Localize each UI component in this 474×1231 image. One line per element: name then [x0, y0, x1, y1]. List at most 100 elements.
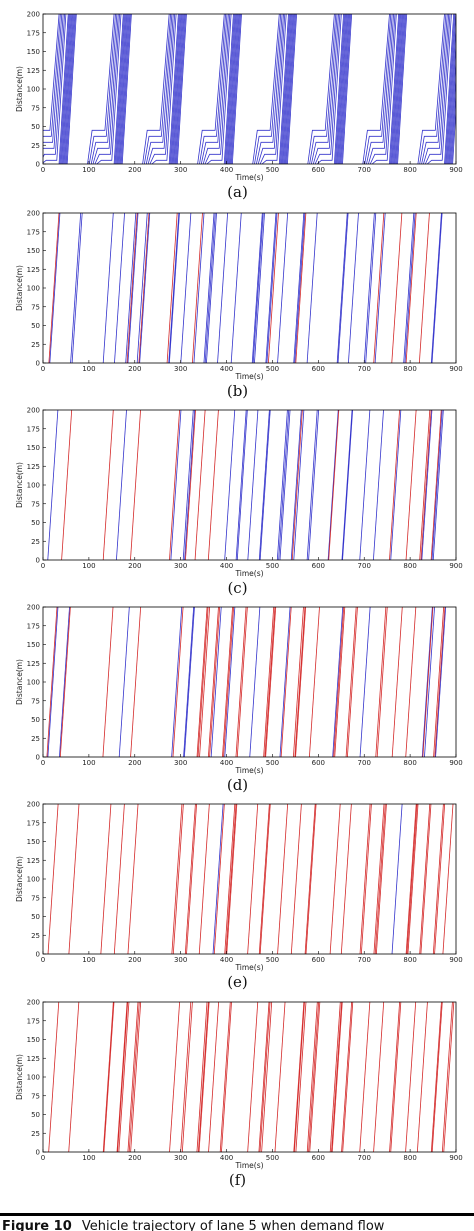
trajectory-line	[254, 213, 265, 363]
trajectory-line	[213, 804, 225, 954]
trajectory-line	[345, 607, 357, 757]
trajectory-line	[68, 804, 80, 954]
trajectory-line	[448, 35, 456, 164]
y-tick-label: 200	[27, 11, 40, 19]
trajectory-line	[285, 14, 296, 164]
y-tick-label: 100	[27, 482, 40, 490]
trajectory-line	[225, 804, 237, 954]
x-tick-label: 600	[312, 365, 325, 373]
trajectory-line	[366, 14, 393, 164]
panel-label: (b)	[227, 382, 248, 400]
y-tick-label: 0	[36, 951, 40, 959]
trajectory-line	[229, 14, 240, 164]
trajectory-line	[172, 607, 184, 757]
y-tick-label: 150	[27, 838, 40, 846]
trajectory-line	[433, 607, 445, 757]
y-tick-label: 125	[27, 857, 40, 865]
trajectory-line	[446, 14, 456, 164]
trajectory-line	[336, 14, 346, 164]
trajectory-line	[113, 804, 125, 954]
trajectory-line	[306, 1002, 318, 1152]
trajectory-line	[210, 607, 222, 757]
x-tick-label: 0	[41, 1154, 45, 1162]
trajectory-line	[407, 804, 419, 954]
trajectory-line	[204, 14, 231, 164]
x-axis-label: Time(s)	[234, 569, 263, 578]
x-tick-label: 900	[449, 1154, 462, 1162]
trajectory-line	[182, 410, 194, 560]
x-tick-label: 100	[82, 365, 95, 373]
trajectory-line	[227, 14, 238, 164]
trajectory-line	[283, 14, 294, 164]
trajectory-line	[334, 607, 346, 757]
trajectory-line	[420, 410, 432, 560]
trajectory-line	[59, 607, 71, 757]
y-tick-label: 25	[31, 1130, 40, 1138]
x-tick-label: 200	[128, 956, 141, 964]
trajectory-line	[329, 804, 341, 954]
y-tick-label: 175	[27, 622, 40, 630]
trajectory-line	[46, 607, 58, 757]
trajectory-line	[290, 804, 302, 954]
y-axis-label: Distance(m)	[15, 66, 24, 112]
trajectory-line	[419, 14, 447, 164]
x-tick-label: 0	[41, 365, 45, 373]
y-tick-label: 200	[27, 801, 40, 809]
trajectory-line	[196, 1002, 208, 1152]
trajectory-line	[117, 1002, 129, 1152]
x-tick-label: 500	[266, 166, 279, 174]
trajectory-line	[130, 410, 141, 560]
trajectory-line	[329, 1002, 341, 1152]
trajectory-line	[258, 410, 270, 560]
trajectory-line	[144, 14, 171, 164]
chart-panel-1: 0 100 200 300 400 500 600 700 800 900 0 25 50 75 100 12…	[15, 11, 463, 202]
x-tick-label: 600	[312, 956, 325, 964]
trajectory-line	[419, 804, 431, 954]
trajectory-line	[184, 804, 196, 954]
trajectory-line	[312, 14, 339, 164]
y-tick-label: 175	[27, 228, 40, 236]
trajectory-line	[231, 14, 242, 164]
trajectory-line	[180, 1002, 192, 1152]
panel-label: (c)	[227, 579, 247, 597]
trajectory-line	[252, 213, 264, 363]
trajectory-line	[267, 213, 279, 363]
trajectory-line	[342, 1002, 354, 1152]
trajectory-line	[169, 1002, 181, 1152]
x-tick-label: 800	[403, 166, 416, 174]
x-tick-label: 200	[128, 562, 141, 570]
trajectory-line	[292, 607, 304, 757]
trajectory-line	[419, 410, 431, 560]
trajectory-line	[278, 14, 289, 164]
y-tick-label: 75	[31, 500, 40, 508]
trajectory-line	[235, 607, 247, 757]
trajectory-line	[405, 1002, 417, 1152]
trajectory-line	[212, 804, 224, 954]
trajectory-line	[199, 607, 211, 757]
trajectory-line	[200, 14, 228, 164]
trajectory-line	[120, 14, 131, 164]
x-tick-label: 300	[174, 956, 187, 964]
y-tick-label: 0	[36, 754, 40, 762]
trajectory-line	[87, 14, 115, 164]
trajectory-line	[70, 213, 82, 363]
y-tick-label: 150	[27, 444, 40, 452]
trajectory-line	[43, 14, 61, 137]
trajectory-line	[375, 804, 387, 954]
trajectory-line	[130, 1002, 142, 1152]
y-tick-label: 100	[27, 86, 40, 94]
trajectory-line	[365, 213, 377, 363]
x-axis-label: Time(s)	[234, 766, 263, 775]
trajectory-line	[342, 14, 353, 164]
y-tick-label: 125	[27, 660, 40, 668]
trajectory-line	[171, 14, 182, 164]
trajectory-line	[281, 14, 292, 164]
trajectory-line	[431, 410, 443, 560]
trajectory-line	[128, 1002, 140, 1152]
y-tick-label: 175	[27, 1017, 40, 1025]
trajectory-line	[311, 14, 338, 164]
y-axis-label: Distance(m)	[15, 856, 24, 902]
trajectory-line	[316, 14, 342, 164]
trajectory-line	[293, 410, 305, 560]
x-axis-label: Time(s)	[234, 963, 263, 972]
